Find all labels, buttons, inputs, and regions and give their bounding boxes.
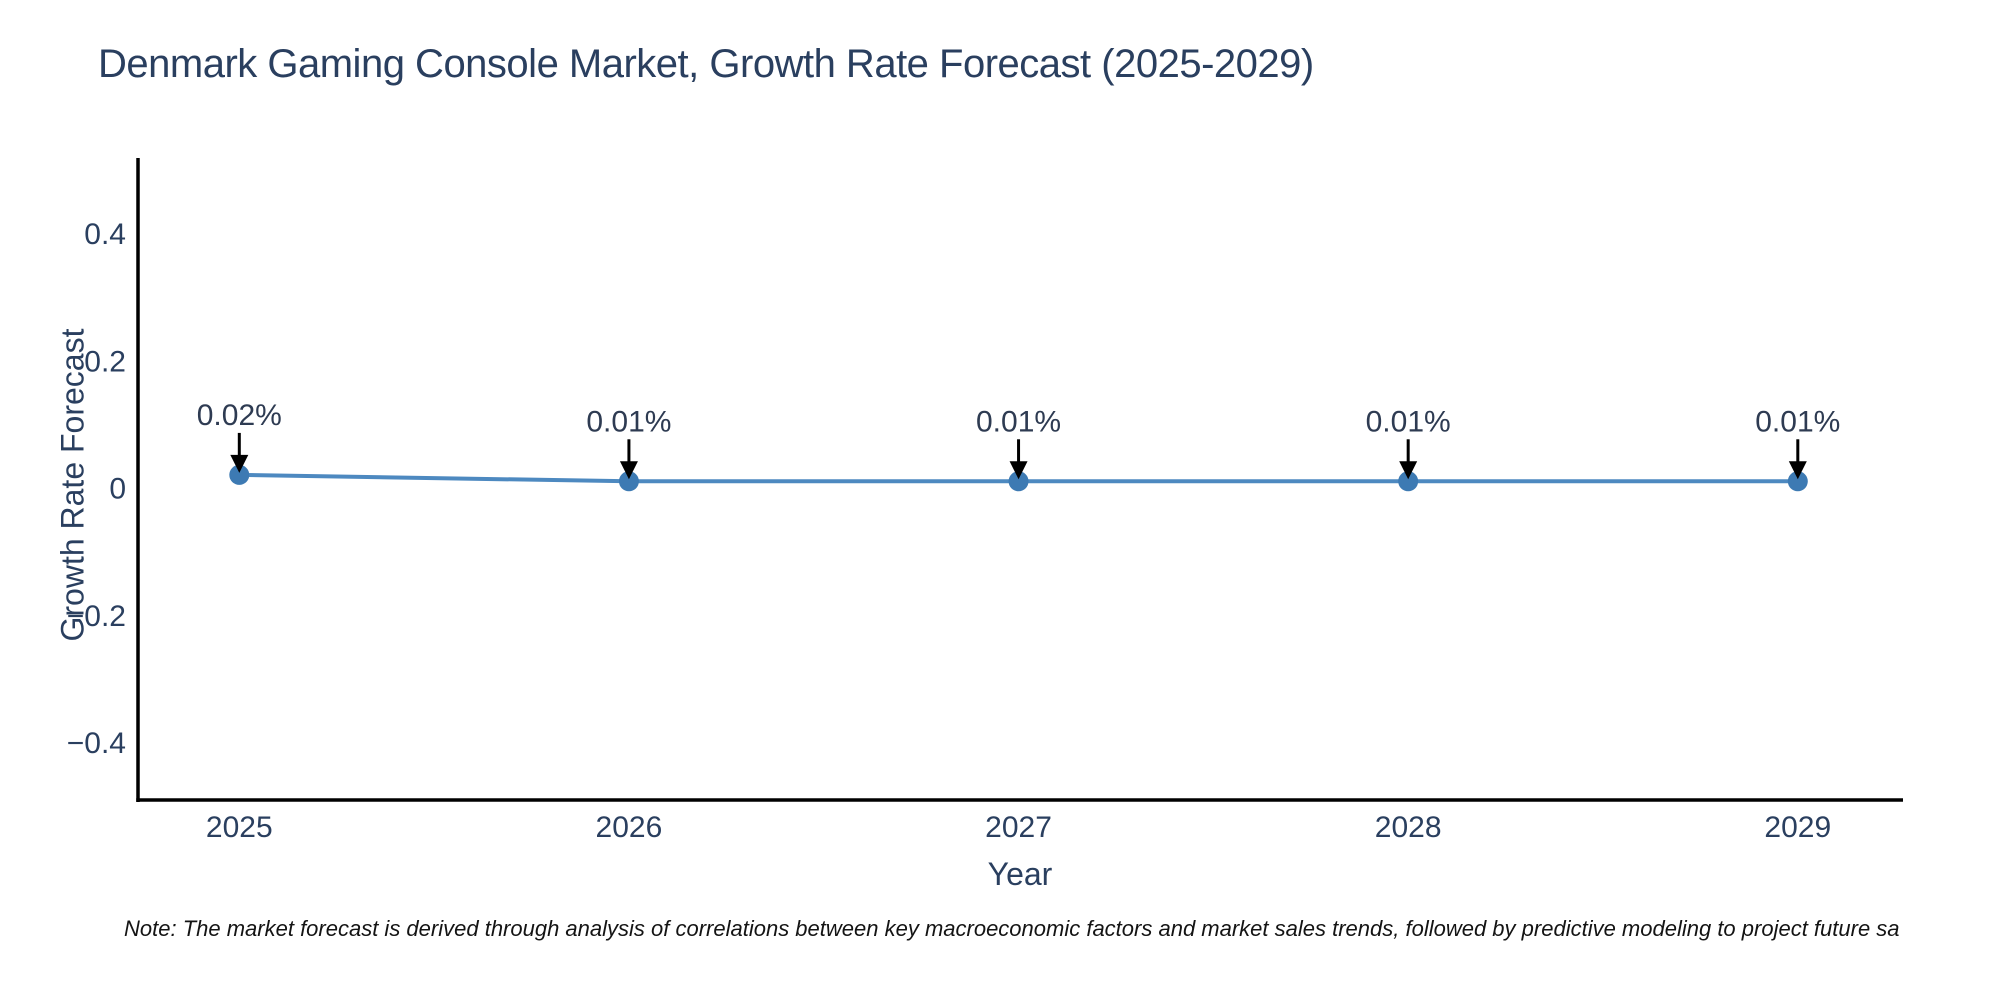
data-point-marker[interactable]: [1008, 471, 1029, 492]
y-tick-label: 0: [109, 473, 126, 506]
x-axis-title: Year: [987, 856, 1053, 892]
annotation-arrow-head: [1788, 461, 1807, 480]
footnote-text: Note: The market forecast is derived thr…: [124, 916, 1900, 941]
annotation-arrow-head: [230, 454, 249, 473]
y-tick-label: −0.4: [67, 727, 126, 760]
y-tick-label: 0.4: [84, 218, 126, 251]
x-tick-label: 2029: [1764, 811, 1831, 844]
annotation-arrow-head: [619, 461, 638, 480]
x-tick-label: 2025: [206, 811, 273, 844]
x-tick-label: 2026: [596, 811, 663, 844]
data-point-annotation: 0.02%: [197, 399, 282, 432]
chart-title: Denmark Gaming Console Market, Growth Ra…: [98, 42, 1314, 86]
data-point-marker[interactable]: [229, 464, 250, 485]
x-tick-label: 2028: [1375, 811, 1442, 844]
data-point-annotation: 0.01%: [1366, 405, 1451, 438]
annotation-arrow-head: [1009, 461, 1028, 480]
x-tick-label: 2027: [985, 811, 1052, 844]
data-point-annotation: 0.01%: [976, 405, 1061, 438]
data-point-marker[interactable]: [1787, 471, 1808, 492]
data-point-annotation: 0.01%: [1755, 405, 1840, 438]
annotation-arrow-head: [1399, 461, 1418, 480]
data-point-marker[interactable]: [618, 471, 639, 492]
data-point-annotation: 0.01%: [586, 405, 671, 438]
data-point-marker[interactable]: [1398, 471, 1419, 492]
y-tick-label: 0.2: [84, 345, 126, 378]
y-tick-label: −0.2: [67, 600, 126, 633]
